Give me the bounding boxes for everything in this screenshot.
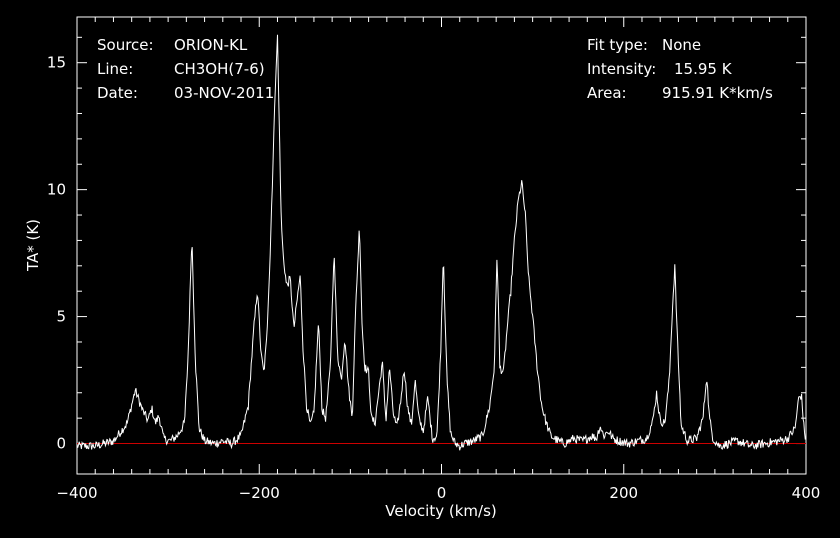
line-key: Line: bbox=[97, 60, 134, 78]
area-key: Area: bbox=[587, 84, 627, 102]
fit-type-value: None bbox=[662, 36, 702, 54]
source-value: ORION-KL bbox=[174, 36, 248, 54]
date-value: 03-NOV-2011 bbox=[174, 84, 275, 102]
y-axis-label: TA* (K) bbox=[24, 219, 42, 272]
x-axis-label: Velocity (km/s) bbox=[385, 502, 496, 520]
x-tick-label: −200 bbox=[239, 484, 280, 502]
x-tick-label: 200 bbox=[609, 484, 638, 502]
x-tick-label: 400 bbox=[792, 484, 821, 502]
intensity-key: Intensity: bbox=[587, 60, 657, 78]
line-value: CH3OH(7-6) bbox=[174, 60, 265, 78]
y-tick-label: 5 bbox=[56, 308, 66, 326]
fit-type-key: Fit type: bbox=[587, 36, 648, 54]
area-value: 915.91 K*km/s bbox=[662, 84, 773, 102]
tick-labels: −400 −200 0 200 400 0 5 10 15 bbox=[47, 54, 820, 502]
source-key: Source: bbox=[97, 36, 154, 54]
intensity-value: 15.95 K bbox=[674, 60, 732, 78]
x-tick-label: 0 bbox=[437, 484, 447, 502]
y-tick-label: 10 bbox=[47, 181, 66, 199]
x-tick-label: −400 bbox=[56, 484, 97, 502]
spectrum-series-line bbox=[76, 34, 806, 451]
date-key: Date: bbox=[97, 84, 138, 102]
y-tick-label: 15 bbox=[47, 54, 66, 72]
y-tick-label: 0 bbox=[56, 435, 66, 453]
